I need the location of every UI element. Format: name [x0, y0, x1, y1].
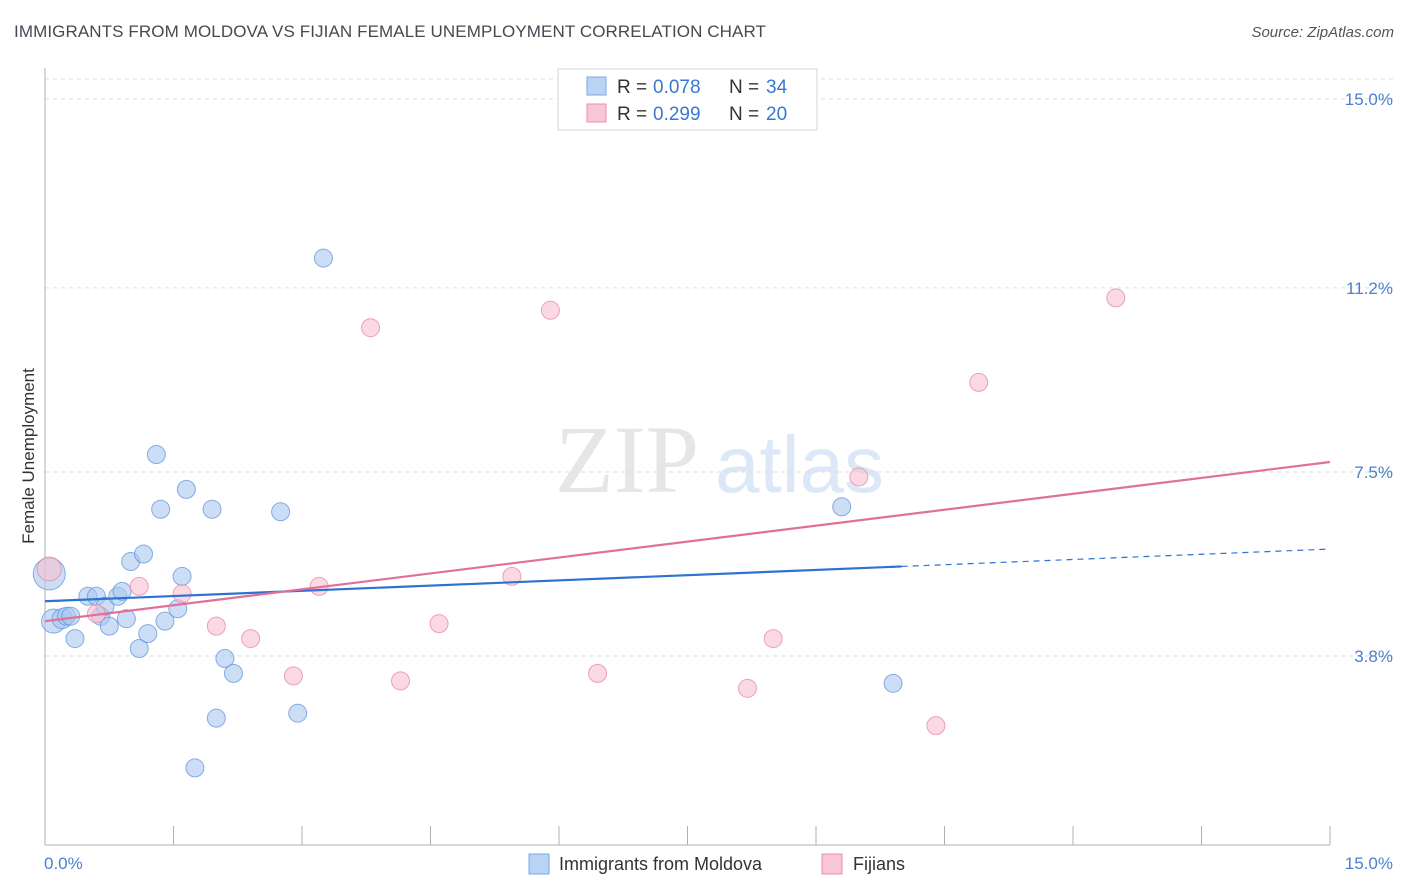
point-moldova-11: [112, 581, 132, 601]
legend-r-value-1: 0.078: [653, 77, 701, 98]
point-fijians-18: [969, 372, 989, 392]
legend-r-label-1: R =: [617, 77, 647, 98]
watermark-atlas: atlas: [715, 420, 884, 509]
series-legend-label-fijians: Fijians: [853, 854, 905, 874]
legend-swatch-moldova: [586, 76, 607, 96]
point-moldova-9: [99, 616, 119, 636]
point-fijians-6: [283, 666, 303, 686]
point-moldova-24: [202, 499, 222, 519]
y-tick-label-3: 15.0%: [1345, 90, 1393, 109]
point-fijians-3: [172, 584, 192, 604]
point-fijians-11: [502, 566, 522, 586]
point-fijians-12: [540, 300, 560, 320]
point-moldova-21: [172, 566, 192, 586]
x-tick-label-start: 0.0%: [44, 854, 83, 873]
point-moldova-31: [832, 497, 852, 517]
point-fijians-8: [361, 318, 381, 338]
point-moldova-27: [223, 663, 243, 683]
point-fijians-10: [429, 614, 449, 634]
correlation-legend: R = 0.078 N = 34 R = 0.299 N = 20: [557, 68, 818, 131]
y-axis-title: Female Unemployment: [19, 368, 38, 544]
legend-r-label-2: R =: [617, 104, 647, 125]
point-fijians-19: [1106, 288, 1126, 308]
point-moldova-19: [155, 611, 175, 631]
point-moldova-16: [138, 624, 158, 644]
point-fijians-0: [36, 556, 62, 582]
series-legend-label-moldova: Immigrants from Moldova: [559, 854, 763, 874]
point-fijians-4: [206, 616, 226, 636]
chart-title: IMMIGRANTS FROM MOLDOVA VS FIJIAN FEMALE…: [14, 22, 767, 41]
legend-n-label-2: N =: [729, 104, 759, 125]
legend-swatch-fijians: [586, 103, 607, 123]
point-moldova-28: [271, 502, 291, 522]
x-axis-ticks: [44, 826, 1331, 845]
point-moldova-18: [151, 499, 171, 519]
point-fijians-16: [849, 467, 869, 487]
point-fijians-17: [926, 716, 946, 736]
point-moldova-22: [176, 479, 196, 499]
x-tick-label-end: 15.0%: [1345, 854, 1393, 873]
series-legend: Immigrants from Moldova Fijians: [528, 853, 905, 875]
point-fijians-14: [737, 678, 757, 698]
trend-line-moldova: [44, 565, 902, 603]
point-moldova-12: [116, 609, 136, 629]
y-tick-label-1: 7.5%: [1354, 463, 1393, 482]
legend-n-label-1: N =: [729, 77, 759, 98]
point-moldova-14: [129, 639, 149, 659]
point-moldova-23: [185, 758, 205, 778]
series-legend-swatch-moldova: [528, 853, 550, 875]
point-moldova-17: [146, 445, 166, 465]
point-fijians-9: [391, 671, 411, 691]
point-moldova-25: [206, 708, 226, 728]
legend-n-value-1: 34: [766, 77, 788, 98]
point-moldova-32: [883, 673, 903, 693]
point-fijians-2: [129, 576, 149, 596]
trend-line-moldova-extension: [901, 548, 1331, 568]
y-axis-tick-labels: 3.8% 7.5% 11.2% 15.0%: [1345, 90, 1393, 666]
point-moldova-26: [215, 648, 235, 668]
source-label: Source: ZipAtlas.com: [1251, 24, 1394, 41]
gridlines: [45, 78, 1393, 657]
point-fijians-15: [763, 629, 783, 649]
point-fijians-5: [241, 629, 261, 649]
point-fijians-13: [588, 663, 608, 683]
point-moldova-30: [313, 248, 333, 268]
data-points: [32, 248, 1126, 778]
trend-lines: [44, 460, 1331, 623]
point-moldova-29: [288, 703, 308, 723]
y-tick-label-2: 11.2%: [1346, 279, 1393, 298]
watermark-zip: ZIP: [555, 406, 699, 513]
trend-line-fijians: [44, 460, 1331, 623]
point-moldova-15: [134, 544, 154, 564]
legend-r-value-2: 0.299: [653, 104, 701, 125]
legend-n-value-2: 20: [766, 104, 787, 125]
point-moldova-3: [65, 629, 85, 649]
series-legend-swatch-fijians: [821, 853, 843, 875]
y-tick-label-0: 3.8%: [1354, 647, 1393, 666]
watermark: ZIP atlas: [555, 406, 884, 513]
